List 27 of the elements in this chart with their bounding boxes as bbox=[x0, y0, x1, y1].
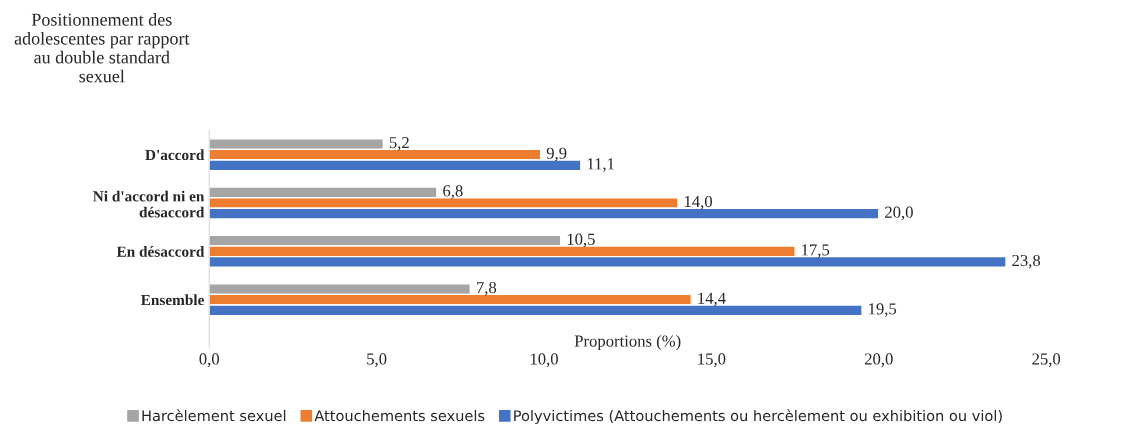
chart-title: Positionnement des adolescentes par rapport au double standard sexuel bbox=[14, 13, 190, 83]
data-label: 14,4 bbox=[698, 292, 726, 307]
x-axis-title: Proportions (%) bbox=[574, 334, 681, 351]
y-tick-label: Ni d'accord ni en désaccord bbox=[93, 190, 205, 218]
x-tick-label: 0,0 bbox=[199, 353, 220, 367]
y-tick-label: Ensemble bbox=[140, 294, 204, 306]
data-label: 10,5 bbox=[567, 233, 595, 248]
data-label: 20,0 bbox=[885, 206, 913, 221]
data-label: 7,8 bbox=[477, 281, 497, 296]
x-tick-label: 15,0 bbox=[698, 353, 726, 367]
x-tick-label: 5,0 bbox=[367, 353, 387, 367]
data-label: 19,5 bbox=[869, 303, 897, 317]
data-label: 11,1 bbox=[587, 158, 614, 172]
legend-label: Harcèlement sexuel bbox=[142, 409, 286, 422]
x-tick-label: 10,0 bbox=[530, 353, 558, 367]
x-tick-label: 25,0 bbox=[1032, 353, 1061, 367]
data-label: 23,8 bbox=[1012, 254, 1041, 269]
data-label: 9,9 bbox=[546, 147, 567, 162]
y-tick-label: D'accord bbox=[145, 149, 205, 161]
legend-label: Attouchements sexuels bbox=[314, 409, 485, 422]
data-label: 5,2 bbox=[389, 137, 409, 151]
data-label: 14,0 bbox=[684, 195, 713, 210]
legend-label: Polyvictimes (Attouchements ou hercèlement ou exhibition ou viol) bbox=[514, 409, 1002, 425]
y-tick-label: En désaccord bbox=[116, 246, 205, 257]
data-label: 17,5 bbox=[802, 244, 830, 258]
x-tick-label: 20,0 bbox=[864, 353, 893, 367]
data-label: 6,8 bbox=[443, 185, 463, 199]
